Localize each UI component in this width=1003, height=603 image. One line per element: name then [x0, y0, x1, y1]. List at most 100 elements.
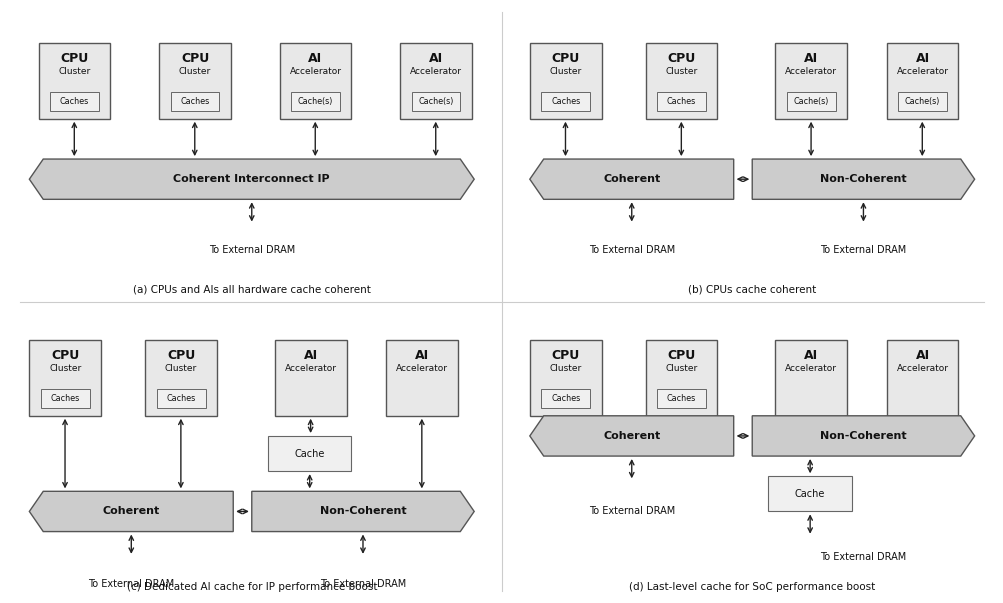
FancyBboxPatch shape	[530, 340, 601, 416]
FancyBboxPatch shape	[50, 92, 99, 111]
Text: AI: AI	[428, 52, 442, 65]
Text: Non-Coherent: Non-Coherent	[819, 431, 906, 441]
Text: Cluster: Cluster	[665, 68, 697, 77]
Text: Accelerator: Accelerator	[896, 364, 948, 373]
FancyBboxPatch shape	[530, 43, 601, 119]
Text: CPU: CPU	[60, 52, 88, 65]
FancyBboxPatch shape	[767, 476, 851, 511]
Polygon shape	[530, 159, 733, 200]
Text: Accelerator: Accelerator	[896, 68, 948, 77]
Text: Caches: Caches	[551, 97, 580, 106]
FancyBboxPatch shape	[279, 43, 351, 119]
Text: Accelerator: Accelerator	[395, 364, 447, 373]
Text: Accelerator: Accelerator	[784, 68, 837, 77]
Text: Cache(s): Cache(s)	[792, 97, 828, 106]
Text: To External DRAM: To External DRAM	[209, 245, 295, 254]
Text: Accelerator: Accelerator	[784, 364, 837, 373]
Text: Cache(s): Cache(s)	[298, 97, 333, 106]
Text: CPU: CPU	[551, 349, 580, 362]
Text: Cluster: Cluster	[58, 68, 90, 77]
Polygon shape	[530, 416, 733, 456]
FancyBboxPatch shape	[268, 436, 351, 471]
FancyBboxPatch shape	[411, 92, 460, 111]
FancyBboxPatch shape	[145, 340, 217, 416]
Text: Non-Coherent: Non-Coherent	[819, 174, 906, 184]
FancyBboxPatch shape	[645, 340, 717, 416]
Text: (c) Dedicated AI cache for IP performance boost: (c) Dedicated AI cache for IP performanc…	[126, 582, 377, 592]
Text: (a) CPUs and AIs all hardware cache coherent: (a) CPUs and AIs all hardware cache cohe…	[132, 285, 370, 295]
FancyBboxPatch shape	[541, 92, 590, 111]
FancyBboxPatch shape	[657, 390, 705, 408]
FancyBboxPatch shape	[399, 43, 471, 119]
FancyBboxPatch shape	[29, 340, 101, 416]
Text: Cache(s): Cache(s)	[904, 97, 939, 106]
FancyBboxPatch shape	[774, 43, 847, 119]
FancyBboxPatch shape	[158, 43, 231, 119]
Text: CPU: CPU	[551, 52, 580, 65]
Text: Caches: Caches	[50, 394, 80, 403]
FancyBboxPatch shape	[156, 390, 206, 408]
FancyBboxPatch shape	[541, 390, 590, 408]
Text: Cluster: Cluster	[49, 364, 81, 373]
Text: Cluster: Cluster	[549, 364, 582, 373]
Text: AI: AI	[803, 52, 817, 65]
FancyBboxPatch shape	[774, 340, 847, 416]
Text: CPU: CPU	[667, 52, 695, 65]
Text: Cache(s): Cache(s)	[418, 97, 453, 106]
Text: Coherent: Coherent	[603, 431, 660, 441]
FancyBboxPatch shape	[171, 92, 220, 111]
Text: To External DRAM: To External DRAM	[819, 552, 906, 562]
Text: To External DRAM: To External DRAM	[588, 245, 674, 254]
Text: AI: AI	[304, 349, 318, 362]
Text: Coherent Interconnect IP: Coherent Interconnect IP	[174, 174, 330, 184]
Polygon shape	[29, 159, 473, 200]
FancyBboxPatch shape	[786, 92, 834, 111]
Text: Non-Coherent: Non-Coherent	[319, 507, 406, 516]
Text: Accelerator: Accelerator	[289, 68, 341, 77]
Text: Caches: Caches	[551, 394, 580, 403]
Text: Caches: Caches	[181, 97, 210, 106]
FancyBboxPatch shape	[291, 92, 340, 111]
Text: Cluster: Cluster	[549, 68, 582, 77]
Text: Cluster: Cluster	[665, 364, 697, 373]
Text: CPU: CPU	[667, 349, 695, 362]
Polygon shape	[252, 491, 473, 532]
Text: Coherent: Coherent	[102, 507, 159, 516]
FancyBboxPatch shape	[275, 340, 346, 416]
Text: AI: AI	[414, 349, 428, 362]
Text: Cache: Cache	[294, 449, 325, 458]
Text: AI: AI	[308, 52, 322, 65]
Polygon shape	[29, 491, 233, 532]
Text: AI: AI	[803, 349, 817, 362]
Text: AI: AI	[915, 349, 929, 362]
Text: CPU: CPU	[181, 52, 209, 65]
Text: Caches: Caches	[60, 97, 89, 106]
Text: Accelerator: Accelerator	[409, 68, 461, 77]
FancyBboxPatch shape	[657, 92, 705, 111]
Text: Accelerator: Accelerator	[285, 364, 337, 373]
Polygon shape	[751, 159, 974, 200]
Text: To External DRAM: To External DRAM	[88, 579, 175, 590]
Text: To External DRAM: To External DRAM	[320, 579, 405, 590]
Text: To External DRAM: To External DRAM	[819, 245, 906, 254]
Text: (b) CPUs cache coherent: (b) CPUs cache coherent	[687, 285, 815, 295]
Text: Cluster: Cluster	[164, 364, 197, 373]
Text: CPU: CPU	[51, 349, 79, 362]
Text: Caches: Caches	[666, 394, 695, 403]
Text: Caches: Caches	[166, 394, 196, 403]
FancyBboxPatch shape	[886, 340, 958, 416]
Text: Caches: Caches	[666, 97, 695, 106]
Text: Coherent: Coherent	[603, 174, 660, 184]
FancyBboxPatch shape	[886, 43, 958, 119]
FancyBboxPatch shape	[38, 43, 110, 119]
Text: Cache: Cache	[794, 489, 824, 499]
FancyBboxPatch shape	[645, 43, 717, 119]
Text: CPU: CPU	[166, 349, 195, 362]
Text: To External DRAM: To External DRAM	[588, 507, 674, 516]
Polygon shape	[751, 416, 974, 456]
FancyBboxPatch shape	[41, 390, 89, 408]
Text: (d) Last-level cache for SoC performance boost: (d) Last-level cache for SoC performance…	[629, 582, 875, 592]
Text: Cluster: Cluster	[179, 68, 211, 77]
FancyBboxPatch shape	[386, 340, 457, 416]
Text: AI: AI	[915, 52, 929, 65]
